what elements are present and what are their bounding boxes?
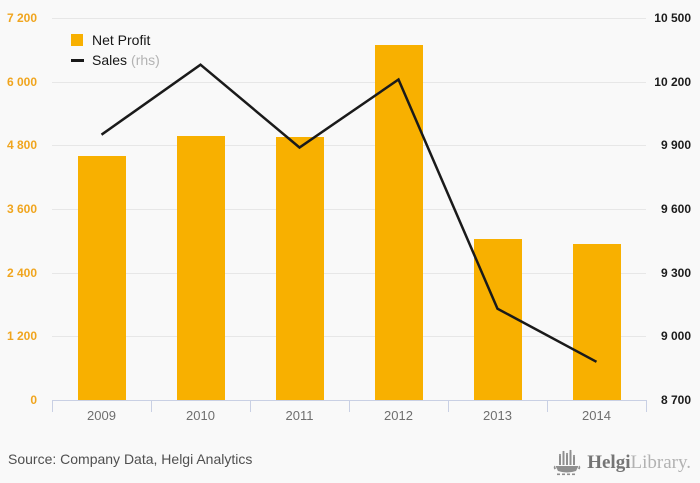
left-axis-tick-label: 3 600 — [6, 202, 37, 216]
x-axis-tick — [349, 400, 350, 412]
net-profit-bar-2011 — [275, 137, 324, 400]
gridline — [52, 81, 646, 83]
right-axis-tick-label: 9 300 — [660, 265, 691, 280]
left-axis-tick-label: 0 — [30, 393, 37, 407]
right-axis-tick-label: 8 700 — [660, 393, 691, 407]
net-profit-bar-2010 — [176, 136, 225, 400]
x-axis-label-2013: 2013 — [483, 408, 512, 423]
legend-item-sales[interactable]: Sales (rhs) — [71, 50, 160, 70]
x-axis-tick — [52, 400, 53, 412]
net-profit-bar-2009 — [77, 155, 126, 400]
legend-net-profit-label: Net Profit — [92, 32, 151, 48]
logo-wordmark: HelgiLibrary. — [587, 452, 691, 474]
net-profit-bar-2014 — [572, 243, 621, 400]
legend-item-net-profit[interactable]: Net Profit — [71, 30, 160, 50]
net-profit-swatch-icon — [71, 34, 83, 46]
sales-line-layer — [100, 63, 598, 363]
logo-text-helgi: Helgi — [587, 451, 631, 473]
x-axis-tick — [646, 400, 647, 412]
left-axis-tick-label: 4 800 — [6, 138, 37, 153]
left-axis-tick-label: 2 400 — [6, 265, 37, 280]
gridline — [52, 209, 646, 210]
source-note: Source: Company Data, Helgi Analytics — [8, 451, 253, 467]
left-axis-tick-label: 6 000 — [6, 74, 37, 89]
right-axis-tick-label: 9 000 — [660, 329, 691, 344]
left-axis-tick-label: 7 200 — [6, 11, 37, 25]
gridline — [52, 18, 646, 19]
gridline — [52, 145, 646, 147]
net-profit-bar-2012 — [374, 45, 423, 400]
right-axis-tick-label: 10 500 — [654, 11, 691, 25]
x-axis-tick — [151, 400, 152, 412]
legend-sales-label: Sales — [92, 52, 128, 68]
net-profit-bar-2013 — [473, 238, 522, 400]
x-axis-tick — [547, 400, 548, 412]
x-axis-label-2014: 2014 — [582, 408, 611, 423]
x-axis-label-2010: 2010 — [186, 408, 215, 423]
sales-line — [100, 63, 598, 363]
chart-legend: Net Profit Sales (rhs) — [71, 30, 160, 70]
gridline — [52, 272, 646, 274]
helgi-library-logo[interactable]: HelgiLibrary. — [552, 446, 691, 479]
gridline — [52, 336, 646, 338]
x-axis-label-2012: 2012 — [384, 408, 413, 423]
viking-ship-icon — [553, 449, 581, 475]
x-axis-tick — [448, 400, 449, 412]
right-axis-tick-label: 10 200 — [654, 74, 691, 89]
plot-area — [52, 18, 646, 400]
right-axis-tick-label: 9 900 — [660, 138, 691, 153]
logo-text-library: Library. — [630, 451, 692, 473]
right-axis-tick-label: 9 600 — [660, 202, 691, 216]
x-axis-label-2009: 2009 — [87, 408, 116, 423]
x-axis-label-2011: 2011 — [285, 408, 314, 423]
left-axis-tick-label: 1 200 — [6, 329, 37, 344]
legend-sales-suffix: (rhs) — [131, 52, 160, 68]
sales-line-swatch-icon — [71, 58, 84, 62]
x-axis-tick — [250, 400, 251, 412]
